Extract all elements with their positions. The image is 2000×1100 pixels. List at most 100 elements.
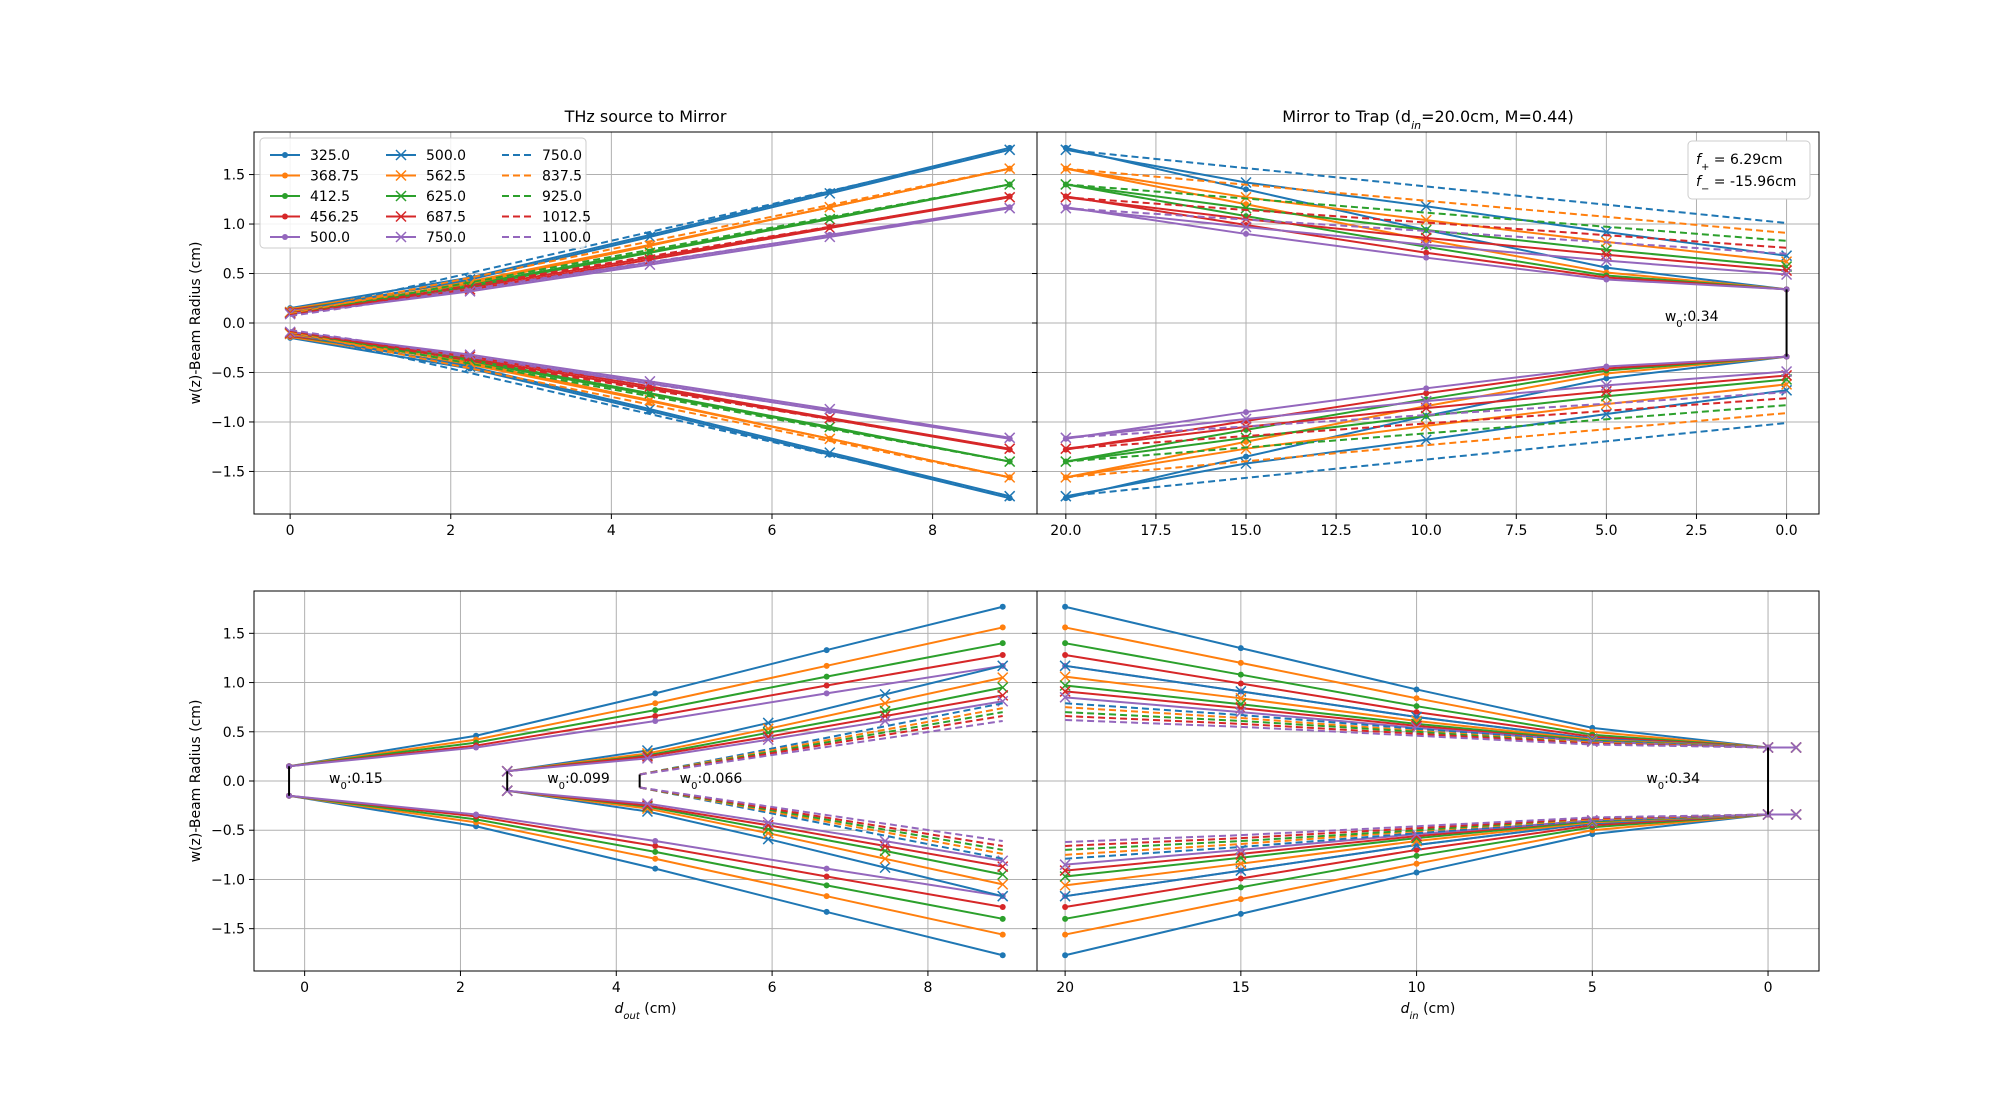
data-point [1062, 915, 1069, 922]
legend-label: 325.0 [310, 148, 350, 164]
data-point [1237, 884, 1244, 891]
legend-marker [282, 193, 288, 199]
data-point [1059, 890, 1071, 902]
data-point [652, 707, 659, 714]
waist-label: w0:0.15 [329, 771, 383, 792]
data-point [1062, 624, 1069, 631]
series-group [284, 144, 1016, 502]
data-point [1423, 249, 1430, 256]
data-point [1600, 379, 1612, 391]
series-line-925.0-lower [289, 329, 1010, 463]
data-point [823, 662, 830, 669]
legend-label: 750.0 [542, 148, 582, 164]
x-tick-label: 4 [612, 980, 621, 996]
legend-marker [395, 231, 407, 243]
y-tick-label: 1.5 [223, 168, 245, 184]
data-point [824, 222, 836, 234]
data-point [879, 710, 891, 722]
waist-label: w0:0.099 [547, 771, 610, 792]
data-point [1243, 453, 1250, 460]
data-point [997, 672, 1009, 684]
data-point [1062, 640, 1069, 647]
focal-length-text: f+ = 6.29cm [1696, 152, 1782, 173]
data-point [823, 673, 830, 680]
data-point [997, 890, 1009, 902]
data-point [1413, 860, 1420, 867]
data-point [1240, 176, 1252, 189]
legend-label: 456.25 [310, 210, 359, 226]
series-line-1100.0-lower [1065, 813, 1769, 844]
x-tick-label: 5.0 [1595, 523, 1617, 539]
y-tick-label: −1.5 [211, 922, 245, 938]
x-tick-label: 0 [1764, 980, 1773, 996]
data-point [999, 624, 1006, 631]
data-point [1062, 904, 1069, 911]
data-point [1237, 645, 1244, 652]
data-point [762, 816, 774, 828]
legend-marker [282, 172, 288, 179]
data-point [1781, 378, 1793, 390]
x-tick-label: 4 [607, 523, 616, 539]
y-tick-label: 1.5 [223, 626, 245, 642]
legend-label: 368.75 [310, 169, 359, 185]
data-point [1062, 931, 1069, 938]
data-point [1781, 365, 1793, 378]
data-point [652, 713, 659, 720]
data-point [1423, 390, 1430, 397]
legend-label: 562.5 [426, 169, 466, 185]
x-tick-label: 2 [446, 523, 455, 539]
x-tick-label: 15 [1232, 980, 1250, 996]
data-point [823, 647, 830, 654]
data-point [1237, 910, 1244, 917]
data-point [1600, 244, 1612, 256]
data-point [464, 285, 476, 297]
data-point [1603, 363, 1610, 370]
data-point [879, 840, 891, 852]
x-tick-label: 5 [1588, 980, 1597, 996]
data-point [1600, 390, 1612, 402]
data-point [641, 750, 653, 762]
legend-marker [282, 213, 288, 220]
legend-marker [395, 149, 407, 161]
data-point [997, 868, 1009, 881]
series-group [1059, 603, 1802, 959]
data-point [1060, 191, 1072, 203]
data-point [1423, 385, 1430, 392]
legend-marker [395, 190, 407, 202]
panel-title: Mirror to Trap (din=20.0cm, M=0.44) [1282, 107, 1574, 132]
data-point [1060, 163, 1072, 175]
data-point [1420, 224, 1432, 236]
series-line-1100.0-upper [1065, 718, 1769, 749]
data-point [1781, 268, 1793, 281]
data-point [999, 931, 1006, 938]
data-point [879, 697, 891, 709]
data-point [1237, 680, 1244, 687]
data-point [999, 651, 1006, 658]
data-point [1243, 409, 1250, 416]
data-point [1600, 255, 1612, 267]
series-line-368.75-upper [288, 626, 1003, 768]
axes-frame [1036, 131, 1820, 515]
data-point [1237, 896, 1244, 903]
data-point [1603, 264, 1610, 271]
x-tick-label: 8 [928, 523, 937, 539]
y-axis-label: w(z)-Beam Radius (cm) [188, 242, 204, 405]
y-tick-label: 1.0 [223, 676, 245, 692]
data-point [997, 878, 1009, 890]
data-point [1413, 686, 1420, 693]
data-point [641, 798, 653, 810]
x-tick-label: 15.0 [1230, 523, 1261, 539]
data-point [823, 908, 830, 915]
y-tick-label: 1.0 [223, 217, 245, 233]
data-point [641, 800, 653, 812]
data-point [1004, 191, 1016, 203]
series-line-325.0-lower [288, 794, 1003, 957]
panel-bottom-left: 0 2 4 6 8 1.5 1.0 0.5 0.0 −0.5 −1.0 −1.5 w0:0.15 w0:0… [188, 590, 1038, 1022]
data-point [1059, 691, 1071, 703]
data-point [823, 873, 830, 880]
y-tick-label: 0.0 [223, 316, 245, 332]
data-point [1237, 659, 1244, 666]
data-point [473, 811, 480, 818]
data-point [823, 882, 830, 889]
data-point [652, 842, 659, 849]
